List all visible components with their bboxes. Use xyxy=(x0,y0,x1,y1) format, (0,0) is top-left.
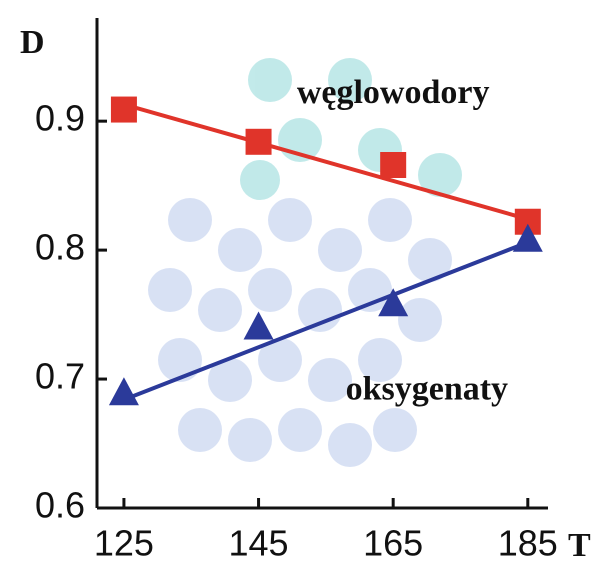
y-axis-label: D xyxy=(20,24,45,61)
x-tick-label: 145 xyxy=(229,523,289,564)
square-marker xyxy=(246,129,272,155)
triangle-marker xyxy=(244,311,274,339)
y-tick-label: 0.7 xyxy=(35,356,85,397)
chart: D T 0.6 0.7 0.8 0.9 125 145 165 185 węglowodory o… xyxy=(0,0,613,566)
y-tick-label: 0.8 xyxy=(35,227,85,268)
x-tick-label: 165 xyxy=(363,523,423,564)
square-marker xyxy=(380,152,406,178)
y-tick-label: 0.6 xyxy=(35,485,85,526)
square-marker xyxy=(111,97,137,123)
x-tick-label: 185 xyxy=(498,523,558,564)
annotation: oksygenaty xyxy=(346,371,508,408)
triangle-marker xyxy=(109,377,139,405)
x-tick-label: 125 xyxy=(94,523,154,564)
annotation: węglowodory xyxy=(297,74,490,111)
x-axis-label: T xyxy=(568,527,591,564)
y-tick-label: 0.9 xyxy=(35,98,85,139)
